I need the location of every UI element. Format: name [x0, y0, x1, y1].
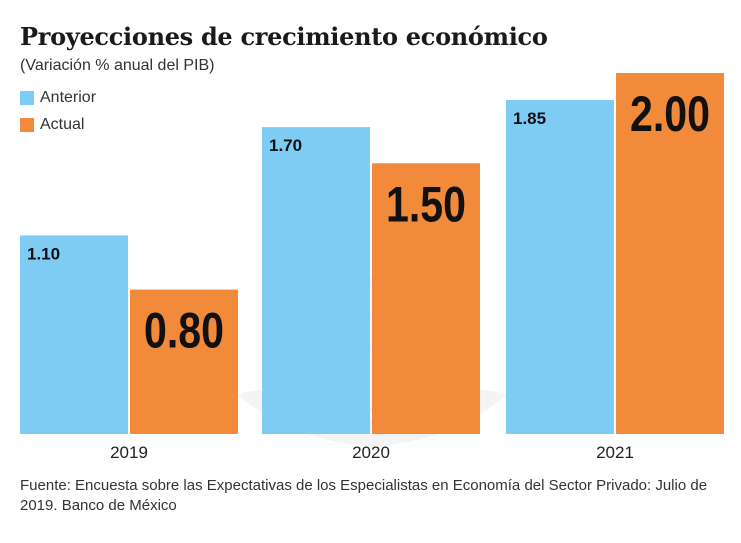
source-note: Fuente: Encuesta sobre las Expectativas …: [20, 477, 708, 514]
legend-item-actual: Actual: [20, 115, 84, 135]
bar-actual-2020: [372, 163, 480, 434]
legend-label-actual: Actual: [40, 116, 85, 133]
x-tick-label-2019: 2019: [110, 443, 148, 462]
bar-anterior-2021: [506, 100, 614, 434]
data-label-anterior-2021: 1.85: [513, 109, 546, 128]
data-label-anterior-2020: 1.70: [269, 136, 302, 155]
data-label-actual-2019: 0.80: [144, 303, 224, 359]
x-tick-label-2021: 2021: [596, 443, 634, 462]
bar-anterior-2019: [20, 235, 128, 434]
legend-label-anterior: Anterior: [40, 89, 97, 106]
x-tick-label-2020: 2020: [352, 443, 390, 462]
bar-actual-2021: [616, 73, 724, 434]
bar-anterior-2020: [262, 127, 370, 435]
data-label-actual-2020: 1.50: [386, 176, 466, 232]
bar-actual-2019: [130, 289, 238, 434]
legend-swatch-actual: [20, 118, 34, 132]
chart-subtitle: (Variación % anual del PIB): [20, 57, 215, 74]
legend-item-anterior: Anterior: [20, 88, 96, 108]
data-label-actual-2021: 2.00: [630, 86, 710, 142]
data-label-anterior-2019: 1.10: [27, 244, 60, 263]
chart-title: Proyecciones de crecimiento económico: [20, 22, 548, 51]
legend-swatch-anterior: [20, 91, 34, 105]
